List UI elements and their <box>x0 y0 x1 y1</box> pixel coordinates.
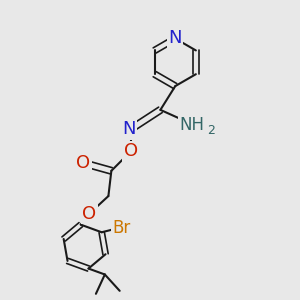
Text: Br: Br <box>112 219 130 237</box>
Text: N: N <box>169 29 182 47</box>
Text: NH: NH <box>179 116 204 134</box>
Text: O: O <box>76 154 90 172</box>
Text: N: N <box>122 120 136 138</box>
Text: 2: 2 <box>207 124 214 137</box>
Text: O: O <box>124 142 138 160</box>
Text: O: O <box>82 205 96 223</box>
